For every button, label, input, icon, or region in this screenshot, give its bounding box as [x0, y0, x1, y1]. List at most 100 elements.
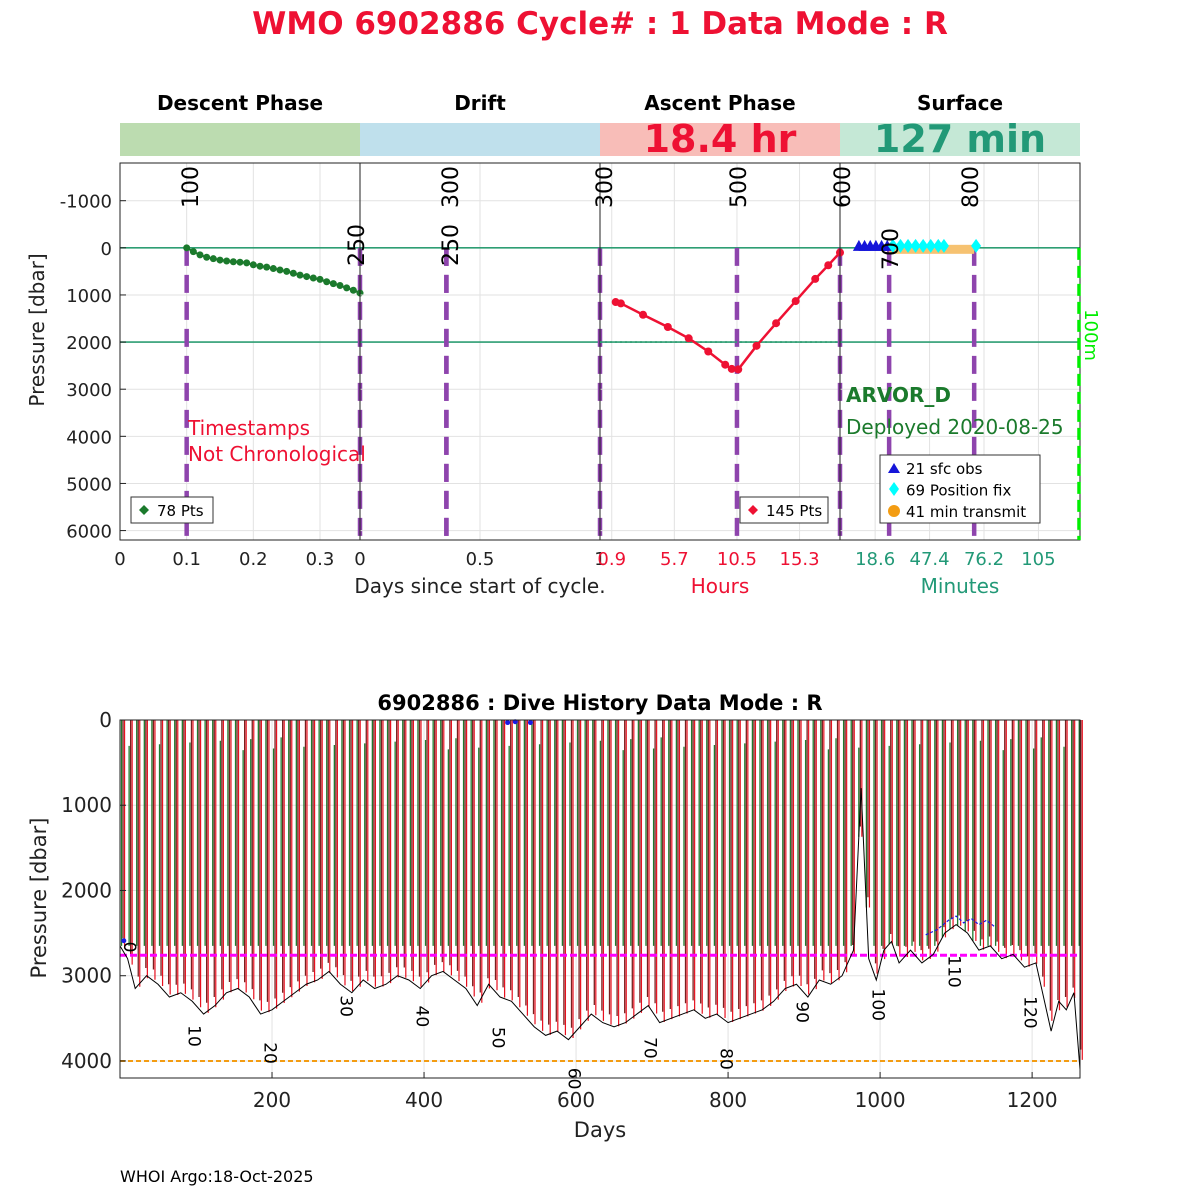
- legend-label: 69 Position fix: [906, 482, 1011, 500]
- panel-frame: [839, 162, 1081, 541]
- data-point: [183, 244, 191, 252]
- footer-credit: WHOI Argo:18-Oct-2025: [120, 1167, 314, 1186]
- position-fix-marker: [903, 238, 914, 253]
- x-tick-label: 0.3: [306, 549, 335, 570]
- data-point: [684, 334, 693, 343]
- y-tick-label: 4000: [61, 1049, 112, 1073]
- position-fix-marker: [918, 238, 929, 253]
- cycle-number-label: 70: [639, 1037, 659, 1059]
- data-point: [752, 341, 761, 350]
- phase-band: [360, 123, 600, 156]
- marker-depth-label: 300: [593, 166, 618, 208]
- legend-marker: [139, 505, 149, 515]
- x-tick-label: 600: [557, 1088, 595, 1112]
- y-tick-label: 0: [101, 239, 112, 260]
- data-point: [209, 255, 217, 263]
- float-model: ARVOR_D: [846, 383, 951, 407]
- y-tick-label: 6000: [66, 522, 112, 543]
- data-point: [323, 278, 331, 286]
- blue-dot: [527, 720, 533, 726]
- annotation-text: Timestamps: [187, 416, 310, 440]
- data-point: [249, 261, 257, 269]
- data-point: [734, 365, 743, 374]
- x-axis-label: Minutes: [921, 574, 1000, 598]
- data-point: [283, 267, 291, 275]
- cycle-phase-chart: Descent Phase 0 0.1 0.2 0.3 78 Pts TimestampsN…: [25, 91, 1101, 598]
- data-point: [616, 299, 625, 308]
- blue-dot: [121, 938, 127, 944]
- y-axis-label: Pressure [dbar]: [25, 253, 49, 406]
- y-tick-label: 1000: [61, 793, 112, 817]
- y-axis-label: Pressure [dbar]: [27, 818, 51, 979]
- marker-depth-label: 700: [879, 228, 904, 270]
- y-tick-label: 3000: [61, 964, 112, 988]
- y-tick-label: 3000: [66, 380, 112, 401]
- x-tick-label: 0.1: [172, 549, 201, 570]
- cycle-number-label: 90: [791, 1001, 811, 1023]
- marker-depth-label: 250: [345, 224, 370, 266]
- data-point: [811, 274, 820, 283]
- x-tick-label: 200: [253, 1088, 291, 1112]
- page-title: WMO 6902886 Cycle# : 1 Data Mode : R: [252, 6, 948, 42]
- legend-marker: [748, 505, 758, 515]
- phase-band: [600, 123, 840, 156]
- deployment-date: Deployed 2020-08-25: [846, 415, 1064, 439]
- data-point: [203, 253, 211, 261]
- marker-depth-label: 800: [959, 166, 984, 208]
- x-tick-label: 400: [405, 1088, 443, 1112]
- position-fix-marker: [938, 238, 949, 253]
- phase-title: Ascent Phase: [644, 91, 795, 115]
- data-point: [223, 257, 231, 265]
- data-point: [243, 259, 251, 267]
- phase-duration-banner: 18.4 hr: [644, 117, 797, 161]
- cycle-number-label: 20: [259, 1042, 279, 1064]
- legend-label: 145 Pts: [766, 502, 822, 520]
- data-point: [727, 364, 736, 373]
- cycle-number-label: 110: [944, 955, 964, 987]
- x-tick-label: 47.4: [910, 549, 950, 570]
- x-tick-label: 5.7: [660, 549, 689, 570]
- cycle-number-label: 100: [867, 989, 887, 1021]
- data-point: [336, 282, 344, 290]
- phase-band: [120, 123, 360, 156]
- data-point: [329, 280, 337, 288]
- x-tick-label: 0.5: [466, 549, 495, 570]
- marker-depth-label: 100: [179, 166, 204, 208]
- y-tick-label: -1000: [60, 192, 112, 213]
- y-tick-label: 1000: [66, 286, 112, 307]
- legend-marker-position-fix: [889, 482, 899, 496]
- legend-label: 78 Pts: [157, 502, 204, 520]
- data-point: [289, 269, 297, 277]
- cycle-number-label: 120: [1020, 996, 1040, 1028]
- x-tick-label: 76.2: [964, 549, 1004, 570]
- blue-profile: [925, 915, 995, 936]
- marker-depth-label: 600: [831, 166, 856, 208]
- y-tick-label: 2000: [61, 878, 112, 902]
- data-point: [229, 258, 237, 266]
- position-fix-marker: [895, 238, 906, 253]
- phase-title: Descent Phase: [157, 91, 323, 115]
- data-point: [824, 261, 833, 270]
- surface-legend-box: [879, 454, 1041, 524]
- data-point: [316, 275, 324, 283]
- bottom-depth-profile: [119, 788, 1081, 1070]
- phase-title: Drift: [454, 91, 506, 115]
- x-tick-label: 1200: [1007, 1088, 1058, 1112]
- data-point: [189, 248, 197, 256]
- cycle-number-label: 40: [411, 1006, 431, 1028]
- x-axis-label: Hours: [691, 574, 750, 598]
- depth-marker-label: 100m: [1080, 309, 1101, 361]
- marker-depth-label: 500: [727, 166, 752, 208]
- data-point: [296, 271, 304, 279]
- x-tick-label: 0: [114, 549, 125, 570]
- x-axis-label: Days: [574, 1118, 626, 1142]
- blue-dot: [505, 720, 511, 726]
- plot-frame: [119, 719, 1081, 1079]
- legend-marker-transmit: [888, 505, 900, 517]
- legend-label: 21 sfc obs: [906, 460, 983, 478]
- x-tick-label: 10.5: [717, 549, 757, 570]
